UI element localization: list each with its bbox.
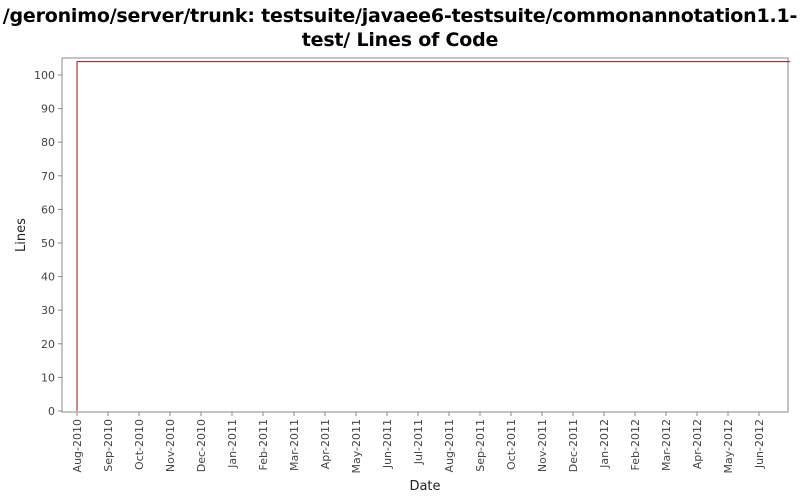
- y-tick-label: 70: [41, 170, 55, 183]
- x-axis-label: Date: [409, 479, 440, 494]
- x-tick-label: May-2012: [722, 419, 735, 474]
- x-tick-label: Sep-2011: [474, 419, 487, 472]
- x-tick-label: Sep-2010: [102, 419, 115, 472]
- x-tick-label: Feb-2012: [629, 419, 642, 470]
- x-tick-label: May-2011: [350, 419, 363, 474]
- y-tick-label: 20: [41, 338, 55, 351]
- x-tick-label: Nov-2010: [164, 419, 177, 472]
- x-tick-label: Jul-2011: [412, 419, 425, 465]
- x-tick-label: Dec-2010: [195, 419, 208, 472]
- plot-area: [61, 57, 789, 413]
- y-tick-label: 80: [41, 136, 55, 149]
- x-tick-label: Apr-2012: [691, 419, 704, 469]
- x-tick-label: Mar-2011: [288, 419, 301, 471]
- x-tick-label: Aug-2010: [71, 419, 84, 472]
- y-tick-label: 0: [48, 405, 55, 418]
- x-tick-label: Mar-2012: [660, 419, 673, 471]
- series-line-0: [76, 61, 790, 411]
- x-tick-label: Jun-2011: [381, 419, 394, 469]
- x-tick-label: Feb-2011: [257, 419, 270, 470]
- y-axis-label: Lines: [14, 218, 29, 252]
- chart-title-line-2: test/ Lines of Code: [301, 29, 499, 51]
- x-tick-label: Oct-2010: [133, 419, 146, 470]
- x-axis: Aug-2010 Sep-2010 Oct-2010 Nov-2010 Dec-2010…: [71, 412, 766, 474]
- y-axis: 0 10 20 30 40 50 60 70 80 90 100: [34, 69, 62, 418]
- chart-title: /geronimo/server/trunk: testsuite/javaee…: [0, 4, 800, 52]
- x-tick-label: Jan-2011: [226, 419, 239, 469]
- chart-title-line-1: /geronimo/server/trunk: testsuite/javaee…: [2, 5, 798, 27]
- x-tick-label: Apr-2011: [319, 419, 332, 469]
- x-tick-label: Oct-2011: [505, 419, 518, 470]
- y-tick-label: 10: [41, 371, 55, 384]
- y-tick-label: 50: [41, 237, 55, 250]
- y-tick-label: 30: [41, 304, 55, 317]
- series-group: [76, 61, 790, 411]
- x-tick-label: Aug-2011: [443, 419, 456, 472]
- x-tick-label: Dec-2011: [567, 419, 580, 472]
- x-tick-label: Jun-2012: [753, 419, 766, 469]
- x-tick-label: Nov-2011: [536, 419, 549, 472]
- x-tick-label: Jan-2012: [598, 419, 611, 469]
- y-tick-label: 60: [41, 203, 55, 216]
- y-tick-label: 40: [41, 271, 55, 284]
- y-tick-label: 100: [34, 69, 55, 82]
- y-tick-label: 90: [41, 103, 55, 116]
